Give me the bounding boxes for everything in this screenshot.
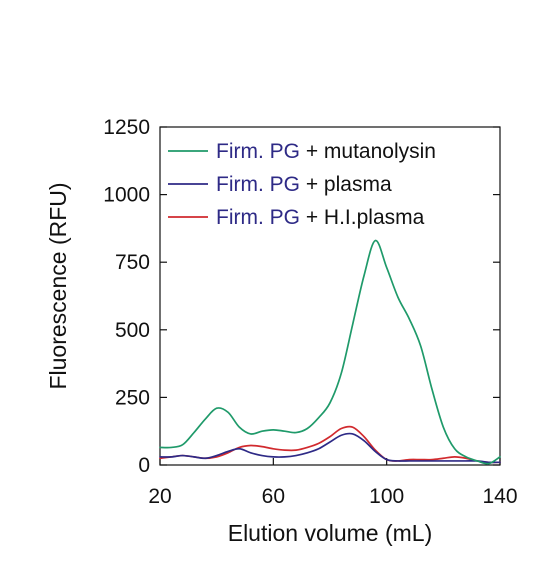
x-tick-label: 60	[262, 485, 285, 508]
legend-label-treatment: + plasma	[306, 173, 392, 196]
x-tick-label: 140	[482, 485, 517, 508]
y-tick-label: 0	[138, 454, 150, 477]
legend-label: Firm. PG + mutanolysin	[216, 140, 436, 163]
series-line-firm-pg-plasma	[159, 432, 501, 464]
series-line-firm-pg-h-i-plasma	[159, 425, 501, 464]
y-axis-title: Fluorescence (RFU)	[45, 182, 71, 389]
y-tick-label: 1250	[103, 116, 150, 139]
legend-label: Firm. PG + H.I.plasma	[216, 206, 425, 229]
y-tick-label: 500	[115, 319, 150, 342]
series-layer	[159, 239, 501, 465]
legend-label-sample: Firm. PG	[216, 140, 306, 163]
y-tick-label: 250	[115, 386, 150, 409]
plot-area	[159, 126, 501, 466]
legend-label-sample: Firm. PG	[216, 206, 306, 229]
y-tick-label: 1000	[103, 184, 150, 207]
y-tick-label: 750	[115, 251, 150, 274]
legend-label-treatment: + H.I.plasma	[306, 206, 425, 229]
legend-label-treatment: + mutanolysin	[306, 140, 436, 163]
series-line-firm-pg-mutanolysin	[159, 239, 501, 465]
axes: 0 250 500 750 1000 1250 20 60 100 140	[103, 116, 517, 508]
x-tick-label: 100	[369, 485, 404, 508]
plot-frame	[159, 126, 501, 466]
legend-label: Firm. PG + plasma	[216, 173, 392, 196]
legend-label-sample: Firm. PG	[216, 173, 306, 196]
x-axis-title: Elution volume (mL)	[228, 520, 433, 546]
x-tick-label: 20	[148, 485, 171, 508]
